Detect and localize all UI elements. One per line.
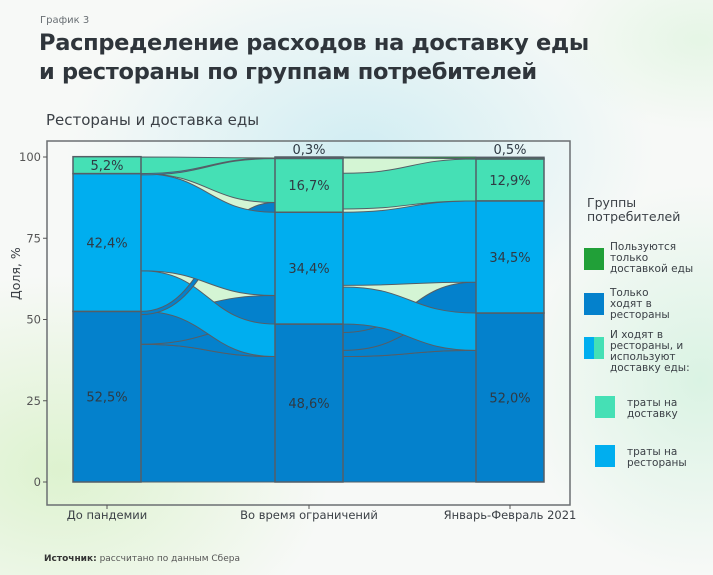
data-label: 16,7% bbox=[288, 179, 329, 194]
flow-rest_only bbox=[140, 343, 276, 483]
y-tick-label: 100 bbox=[19, 150, 41, 164]
legend-swatch-mixed-restaurants-part bbox=[584, 337, 594, 359]
source-label: Источник: bbox=[44, 554, 97, 564]
data-label: 34,5% bbox=[489, 251, 530, 266]
flow-rest_only bbox=[342, 349, 477, 483]
legend-swatch-delivery-spend bbox=[595, 396, 615, 418]
stratum-mixed_deliv bbox=[475, 158, 545, 202]
x-tick-label: Во время ограничений bbox=[240, 508, 378, 522]
y-tick-label: 25 bbox=[26, 394, 41, 408]
legend-label-restaurants-only: Только ходят в рестораны bbox=[610, 287, 670, 321]
legend-label-delivery-only: Пользуются только доставкой еды bbox=[610, 241, 694, 275]
stratum-deliv_only bbox=[274, 156, 344, 160]
legend-swatch-mixed-delivery-part bbox=[594, 337, 604, 359]
data-label: 48,6% bbox=[288, 397, 329, 412]
flow-deliv_only bbox=[342, 156, 477, 160]
chart-title: Рестораны и доставка еды bbox=[46, 111, 260, 129]
stratum-rest_only bbox=[274, 323, 344, 483]
stratum-deliv_only bbox=[475, 156, 545, 160]
y-tick-label: 50 bbox=[26, 313, 41, 327]
chart-headline: Распределение расходов на доставку еды и… bbox=[39, 30, 589, 85]
legend-label-mixed: И ходят в рестораны, и используют достав… bbox=[610, 329, 690, 374]
y-axis-label: Доля, % bbox=[8, 247, 23, 300]
legend-label-restaurant-spend: траты на рестораны bbox=[627, 446, 687, 469]
y-tick-label: 75 bbox=[26, 231, 41, 245]
data-label: 0,3% bbox=[292, 143, 325, 158]
stratum-mixed_deliv bbox=[72, 155, 142, 175]
data-label: 0,5% bbox=[493, 143, 526, 158]
legend-swatch-delivery-only bbox=[584, 248, 604, 270]
data-label: 52,0% bbox=[489, 392, 530, 407]
legend-title: Группы потребителей bbox=[587, 195, 681, 224]
data-label: 12,9% bbox=[489, 174, 530, 189]
source-text: рассчитано по данным Сбера bbox=[99, 554, 240, 564]
stratum-mixed_rest bbox=[475, 200, 545, 314]
stratum-mixed_rest bbox=[274, 211, 344, 325]
data-label: 34,4% bbox=[288, 262, 329, 277]
flow-mixed_rest bbox=[342, 200, 477, 286]
legend-swatch-restaurants-only bbox=[584, 293, 604, 315]
data-label: 5,2% bbox=[90, 159, 123, 174]
legend: Группы потребителей Пользуются только до… bbox=[584, 195, 709, 469]
y-tick-label: 0 bbox=[34, 475, 41, 489]
chart-kicker: График 3 bbox=[40, 15, 90, 26]
data-label: 52,5% bbox=[86, 391, 127, 406]
x-tick-label: До пандемии bbox=[67, 508, 147, 522]
stratum-mixed_rest bbox=[72, 172, 142, 313]
stratum-rest_only bbox=[475, 312, 545, 483]
x-tick-label: Январь-Февраль 2021 bbox=[444, 508, 577, 522]
source-note: Источник: рассчитано по данным Сбера bbox=[44, 554, 240, 564]
legend-swatch-restaurant-spend bbox=[595, 445, 615, 467]
data-label: 42,4% bbox=[86, 236, 127, 251]
stratum-rest_only bbox=[72, 310, 142, 483]
legend-label-delivery-spend: траты на доставку bbox=[627, 397, 678, 420]
